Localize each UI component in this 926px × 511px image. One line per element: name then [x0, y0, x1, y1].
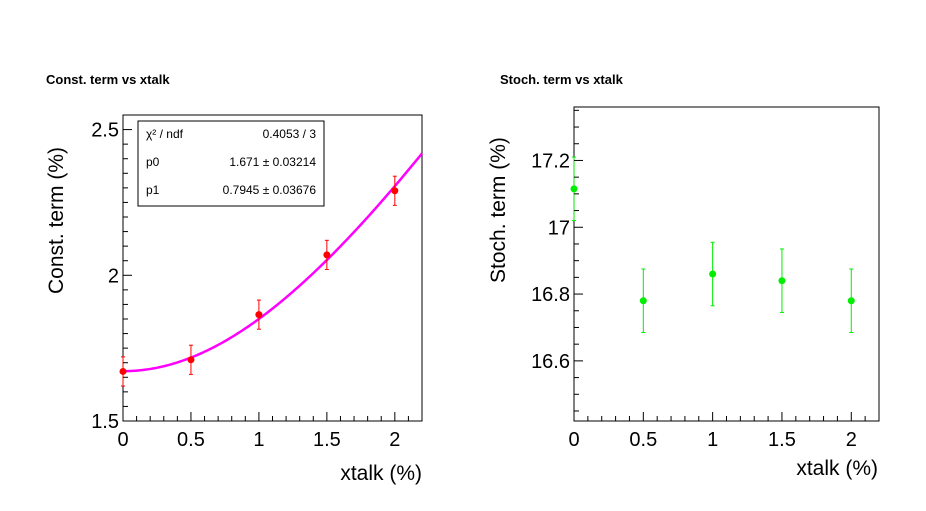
stoch-y-tick-label: 17.2	[531, 150, 570, 172]
stats-p1-value: 0.7945 ± 0.03676	[223, 183, 317, 197]
const-x-tick-label: 0	[117, 429, 128, 451]
stoch-y-tick-label: 17	[548, 217, 570, 239]
stoch-data-point	[709, 270, 717, 278]
const-y-tick-label: 2	[108, 265, 119, 287]
stoch-term-ylabel: Stoch. term (%)	[487, 137, 510, 283]
const-term-xlabel: xtalk (%)	[340, 462, 422, 485]
fit-stats-frame	[137, 120, 325, 207]
const-x-tick-label: 2	[389, 429, 400, 451]
stoch-x-tick-label: 0	[568, 429, 579, 451]
stoch-term-frame	[573, 106, 880, 422]
stoch-data-point	[847, 297, 855, 305]
stoch-y-tick-label: 16.6	[531, 351, 570, 373]
const-y-tick-label: 1.5	[91, 411, 119, 433]
stoch-x-tick-label: 0.5	[629, 429, 657, 451]
fit-stats-box: χ² / ndf 0.4053 / 3 p0 1.671 ± 0.03214 p…	[137, 120, 325, 207]
stats-chi2-label: χ² / ndf	[146, 127, 184, 141]
const-term-title: Const. term vs xtalk	[46, 72, 170, 87]
stats-p0-value: 1.671 ± 0.03214	[229, 155, 316, 169]
stats-chi2-value: 0.4053 / 3	[263, 127, 317, 141]
const-x-tick-label: 0.5	[177, 429, 205, 451]
stoch-term-xlabel: xtalk (%)	[796, 457, 878, 480]
stoch-y-tick-label: 16.8	[531, 284, 570, 306]
stoch-term-panel: Stoch. term vs xtalk 0 0.5 1 1.5 2 16.6 16.8 1…	[487, 72, 880, 480]
const-data-point	[119, 367, 127, 375]
const-data-point	[255, 311, 263, 319]
const-y-tick-label: 2.5	[91, 120, 119, 142]
const-data-point	[187, 356, 195, 364]
stoch-x-tick-label: 1.5	[768, 429, 796, 451]
stoch-data-point	[570, 185, 578, 193]
stoch-x-tick-label: 1	[707, 429, 718, 451]
const-x-tick-label: 1	[253, 429, 264, 451]
stoch-data-point	[778, 277, 786, 285]
const-term-panel: Const. term vs xtalk 0 0.5 1 1.5 2 1.5 2 2.5 x…	[45, 72, 423, 485]
const-x-tick-label: 1.5	[313, 429, 341, 451]
stoch-x-tick-label: 2	[846, 429, 857, 451]
fit-curve	[122, 152, 423, 373]
const-data-point	[391, 187, 399, 195]
stats-p0-label: p0	[146, 155, 160, 169]
const-data-point	[323, 251, 331, 259]
stats-p1-label: p1	[146, 183, 160, 197]
const-term-ylabel: Const. term (%)	[45, 147, 68, 294]
stoch-data-point	[639, 297, 647, 305]
stoch-term-title: Stoch. term vs xtalk	[500, 72, 624, 87]
